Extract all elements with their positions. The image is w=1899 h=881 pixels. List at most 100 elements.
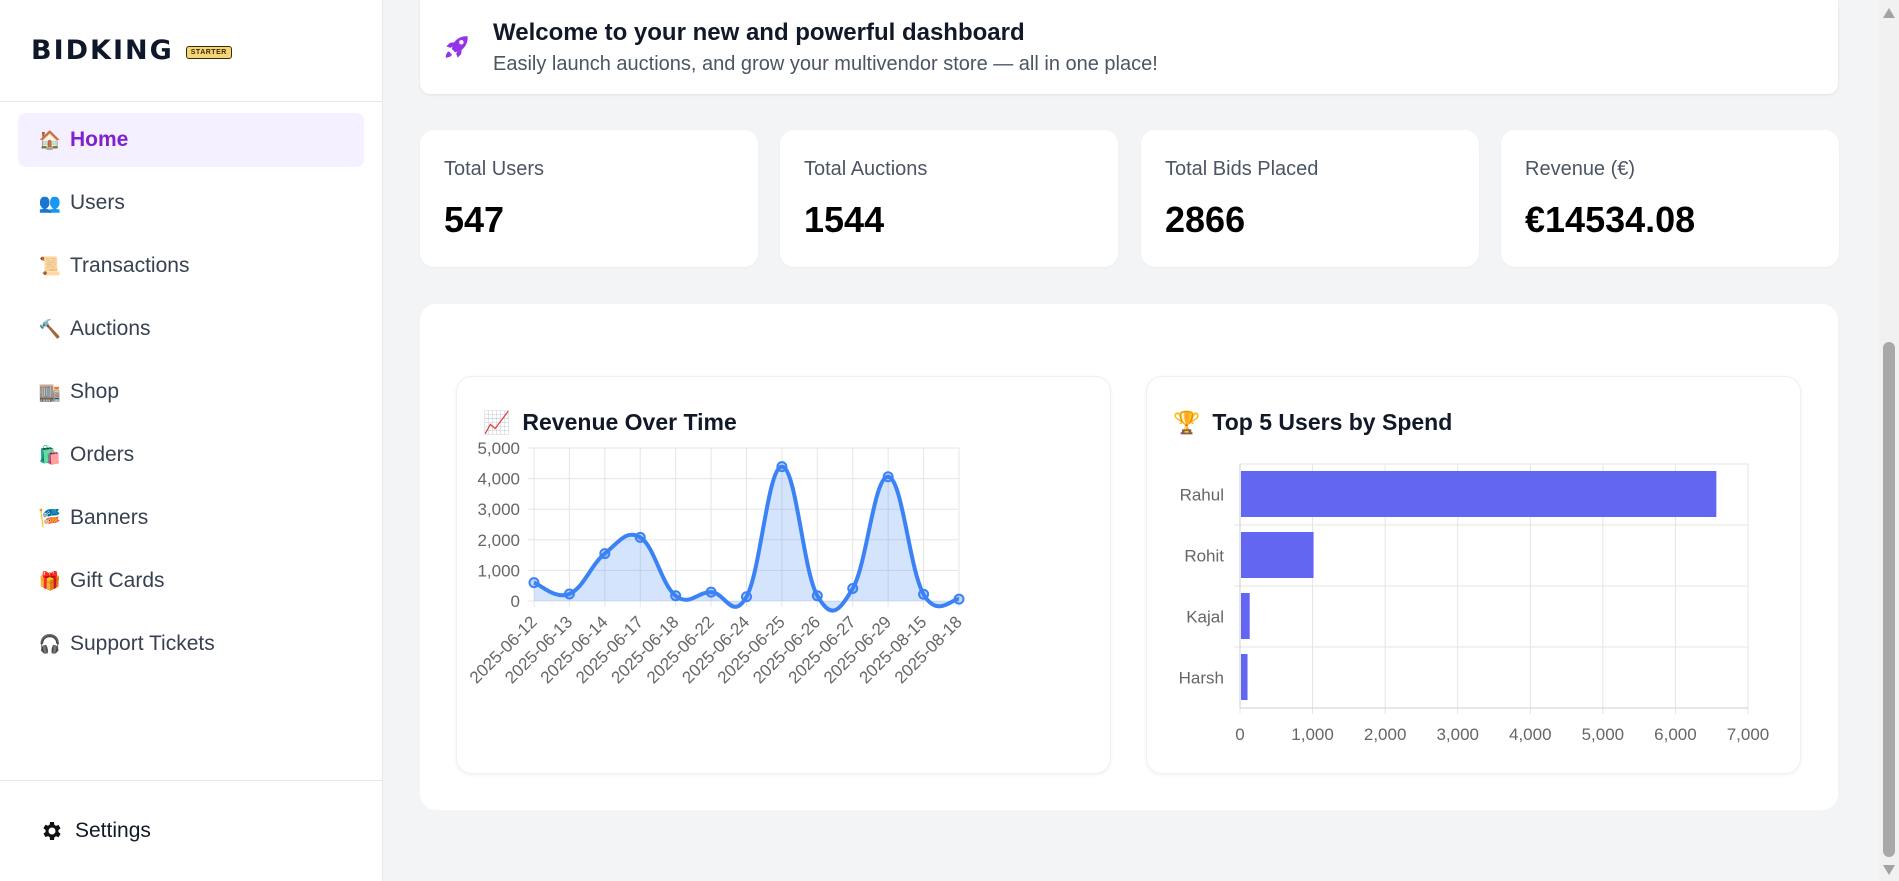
- x-tick-label: 1,000: [1291, 725, 1334, 744]
- revenue-data-point[interactable]: [563, 588, 575, 600]
- revenue-line-chart[interactable]: 01,0002,0003,0004,0005,0002025-06-122025…: [457, 377, 1112, 775]
- y-tick-label: Rahul: [1180, 486, 1224, 505]
- stat-label: Revenue (€): [1525, 158, 1636, 180]
- sidebar: BIDKING STARTER 🏠 Home 👥 Users 📜 Transactions…: [0, 0, 383, 881]
- top-users-chart-card: 0 1,000 2,000 3,000 4,000 5,000 6,000 7,000 Rahu…: [1146, 376, 1801, 774]
- x-tick-label: 6,000: [1654, 725, 1697, 744]
- stat-label: Total Bids Placed: [1165, 158, 1319, 180]
- revenue-area-fill: [534, 466, 959, 611]
- y-tick-label: Rohit: [1184, 547, 1224, 566]
- sidebar-item-label: Gift Cards: [70, 569, 165, 592]
- welcome-subtitle: Easily launch auctions, and grow your mu…: [493, 52, 1158, 75]
- scroll-down-arrow-icon[interactable]: [1883, 865, 1895, 875]
- stat-card-total-auctions: Total Auctions 1544: [780, 130, 1118, 267]
- stat-label: Total Users: [444, 158, 545, 180]
- x-tick-label: 3,000: [1436, 725, 1479, 744]
- x-tick-label: 7,000: [1727, 725, 1770, 744]
- stat-value: 1544: [804, 199, 885, 240]
- revenue-line: [533, 464, 960, 613]
- charts-panel: 0 1,000 2,000 3,000 4,000 5,000 2025-06-12 2025…: [420, 304, 1838, 810]
- grid-lines: [528, 447, 960, 607]
- transactions-icon: 📜: [38, 255, 62, 276]
- sidebar-item-label: Orders: [70, 443, 135, 466]
- scroll-up-arrow-icon[interactable]: [1883, 8, 1895, 18]
- sidebar-item-banners[interactable]: 🎏 Banners: [18, 491, 364, 545]
- stat-value: 547: [444, 199, 505, 240]
- sidebar-item-gift-cards[interactable]: 🎁 Gift Cards: [18, 554, 364, 608]
- revenue-chart-title: 📈 Revenue Over Time: [483, 409, 737, 436]
- brand-name: BIDKING: [31, 35, 174, 66]
- stat-card-total-bids: Total Bids Placed 2866: [1141, 130, 1479, 267]
- sidebar-item-home[interactable]: 🏠 Home: [18, 113, 364, 167]
- stat-card-total-users: Total Users 547: [420, 130, 758, 267]
- y-tick-label: Kajal: [1186, 608, 1224, 627]
- sidebar-nav: 🏠 Home 👥 Users 📜 Transactions 🔨 Auctions 🏬 Shop 🛍️…: [0, 102, 382, 671]
- rocket-icon: [445, 36, 468, 58]
- sidebar-item-label: Transactions: [70, 254, 190, 277]
- sidebar-item-transactions[interactable]: 📜 Transactions: [18, 239, 364, 293]
- stat-card-revenue: Revenue (€) €14534.08: [1501, 130, 1839, 267]
- revenue-data-point[interactable]: [528, 577, 540, 589]
- sidebar-item-auctions[interactable]: 🔨 Auctions: [18, 302, 364, 356]
- bar-harsh[interactable]: [1241, 654, 1248, 700]
- banners-icon: 🎏: [38, 507, 62, 528]
- x-tick-label: 0: [1235, 725, 1244, 744]
- sidebar-item-label: Support Tickets: [70, 632, 215, 655]
- page-scrollbar[interactable]: [1879, 0, 1899, 881]
- sidebar-item-label: Home: [70, 128, 129, 151]
- home-icon: 🏠: [38, 129, 62, 150]
- y-tick-label: 1,000: [477, 561, 520, 580]
- chart-title-text: Top 5 Users by Spend: [1212, 409, 1453, 435]
- bar-kajal[interactable]: [1241, 593, 1250, 639]
- plan-badge: STARTER: [185, 46, 232, 59]
- top-users-chart-title: 🏆 Top 5 Users by Spend: [1173, 409, 1452, 436]
- revenue-data-point[interactable]: [882, 471, 894, 483]
- x-tick-label: 2,000: [1364, 725, 1407, 744]
- sidebar-item-users[interactable]: 👥 Users: [18, 176, 364, 230]
- stat-label: Total Auctions: [804, 158, 928, 180]
- revenue-data-point[interactable]: [918, 588, 930, 600]
- shop-icon: 🏬: [38, 381, 62, 402]
- y-tick-label: 5,000: [477, 439, 520, 458]
- trophy-icon: 🏆: [1173, 409, 1201, 435]
- sidebar-item-label: Users: [70, 191, 125, 214]
- revenue-data-point[interactable]: [741, 591, 752, 603]
- sidebar-item-support-tickets[interactable]: 🎧 Support Tickets: [18, 617, 364, 671]
- revenue-data-point[interactable]: [599, 548, 611, 560]
- support-tickets-icon: 🎧: [38, 633, 62, 654]
- revenue-chart-card: 0 1,000 2,000 3,000 4,000 5,000 2025-06-12 2025…: [456, 376, 1111, 774]
- revenue-data-point[interactable]: [634, 531, 646, 543]
- revenue-data-point[interactable]: [776, 461, 788, 473]
- revenue-data-point[interactable]: [953, 593, 965, 605]
- sidebar-item-orders[interactable]: 🛍️ Orders: [18, 428, 364, 482]
- orders-icon: 🛍️: [38, 444, 62, 465]
- y-tick-label: 2,000: [477, 531, 520, 550]
- chart-increasing-icon: 📈: [483, 409, 511, 435]
- auctions-icon: 🔨: [38, 318, 62, 339]
- y-tick-label: Harsh: [1179, 669, 1224, 688]
- bar-rahul[interactable]: [1241, 471, 1717, 517]
- bar-rohit[interactable]: [1241, 532, 1314, 578]
- gift-cards-icon: 🎁: [38, 570, 62, 591]
- revenue-data-point[interactable]: [705, 586, 717, 598]
- revenue-data-point[interactable]: [811, 590, 823, 602]
- y-tick-label: 0: [511, 592, 520, 611]
- gear-icon: [43, 822, 61, 840]
- x-tick-label: 4,000: [1509, 725, 1552, 744]
- sidebar-item-shop[interactable]: 🏬 Shop: [18, 365, 364, 419]
- brand-logo[interactable]: BIDKING STARTER: [0, 0, 382, 102]
- stat-value: €14534.08: [1525, 199, 1696, 240]
- sidebar-item-label: Shop: [70, 380, 120, 403]
- scroll-thumb[interactable]: [1883, 342, 1895, 857]
- welcome-banner: Welcome to your new and powerful dashboa…: [420, 0, 1838, 94]
- welcome-title: Welcome to your new and powerful dashboa…: [493, 18, 1025, 46]
- revenue-data-point[interactable]: [847, 582, 859, 594]
- revenue-data-point[interactable]: [670, 590, 682, 602]
- settings-label: Settings: [75, 819, 151, 842]
- top-users-bar-chart[interactable]: 0 1,000 2,000 3,000 4,000 5,000 6,000 7,000 Rahu…: [1147, 377, 1802, 775]
- y-tick-label: 4,000: [477, 470, 520, 489]
- chart-title-text: Revenue Over Time: [522, 409, 737, 435]
- users-icon: 👥: [38, 192, 62, 213]
- x-tick-label: 5,000: [1582, 725, 1625, 744]
- settings-button[interactable]: Settings: [0, 780, 382, 881]
